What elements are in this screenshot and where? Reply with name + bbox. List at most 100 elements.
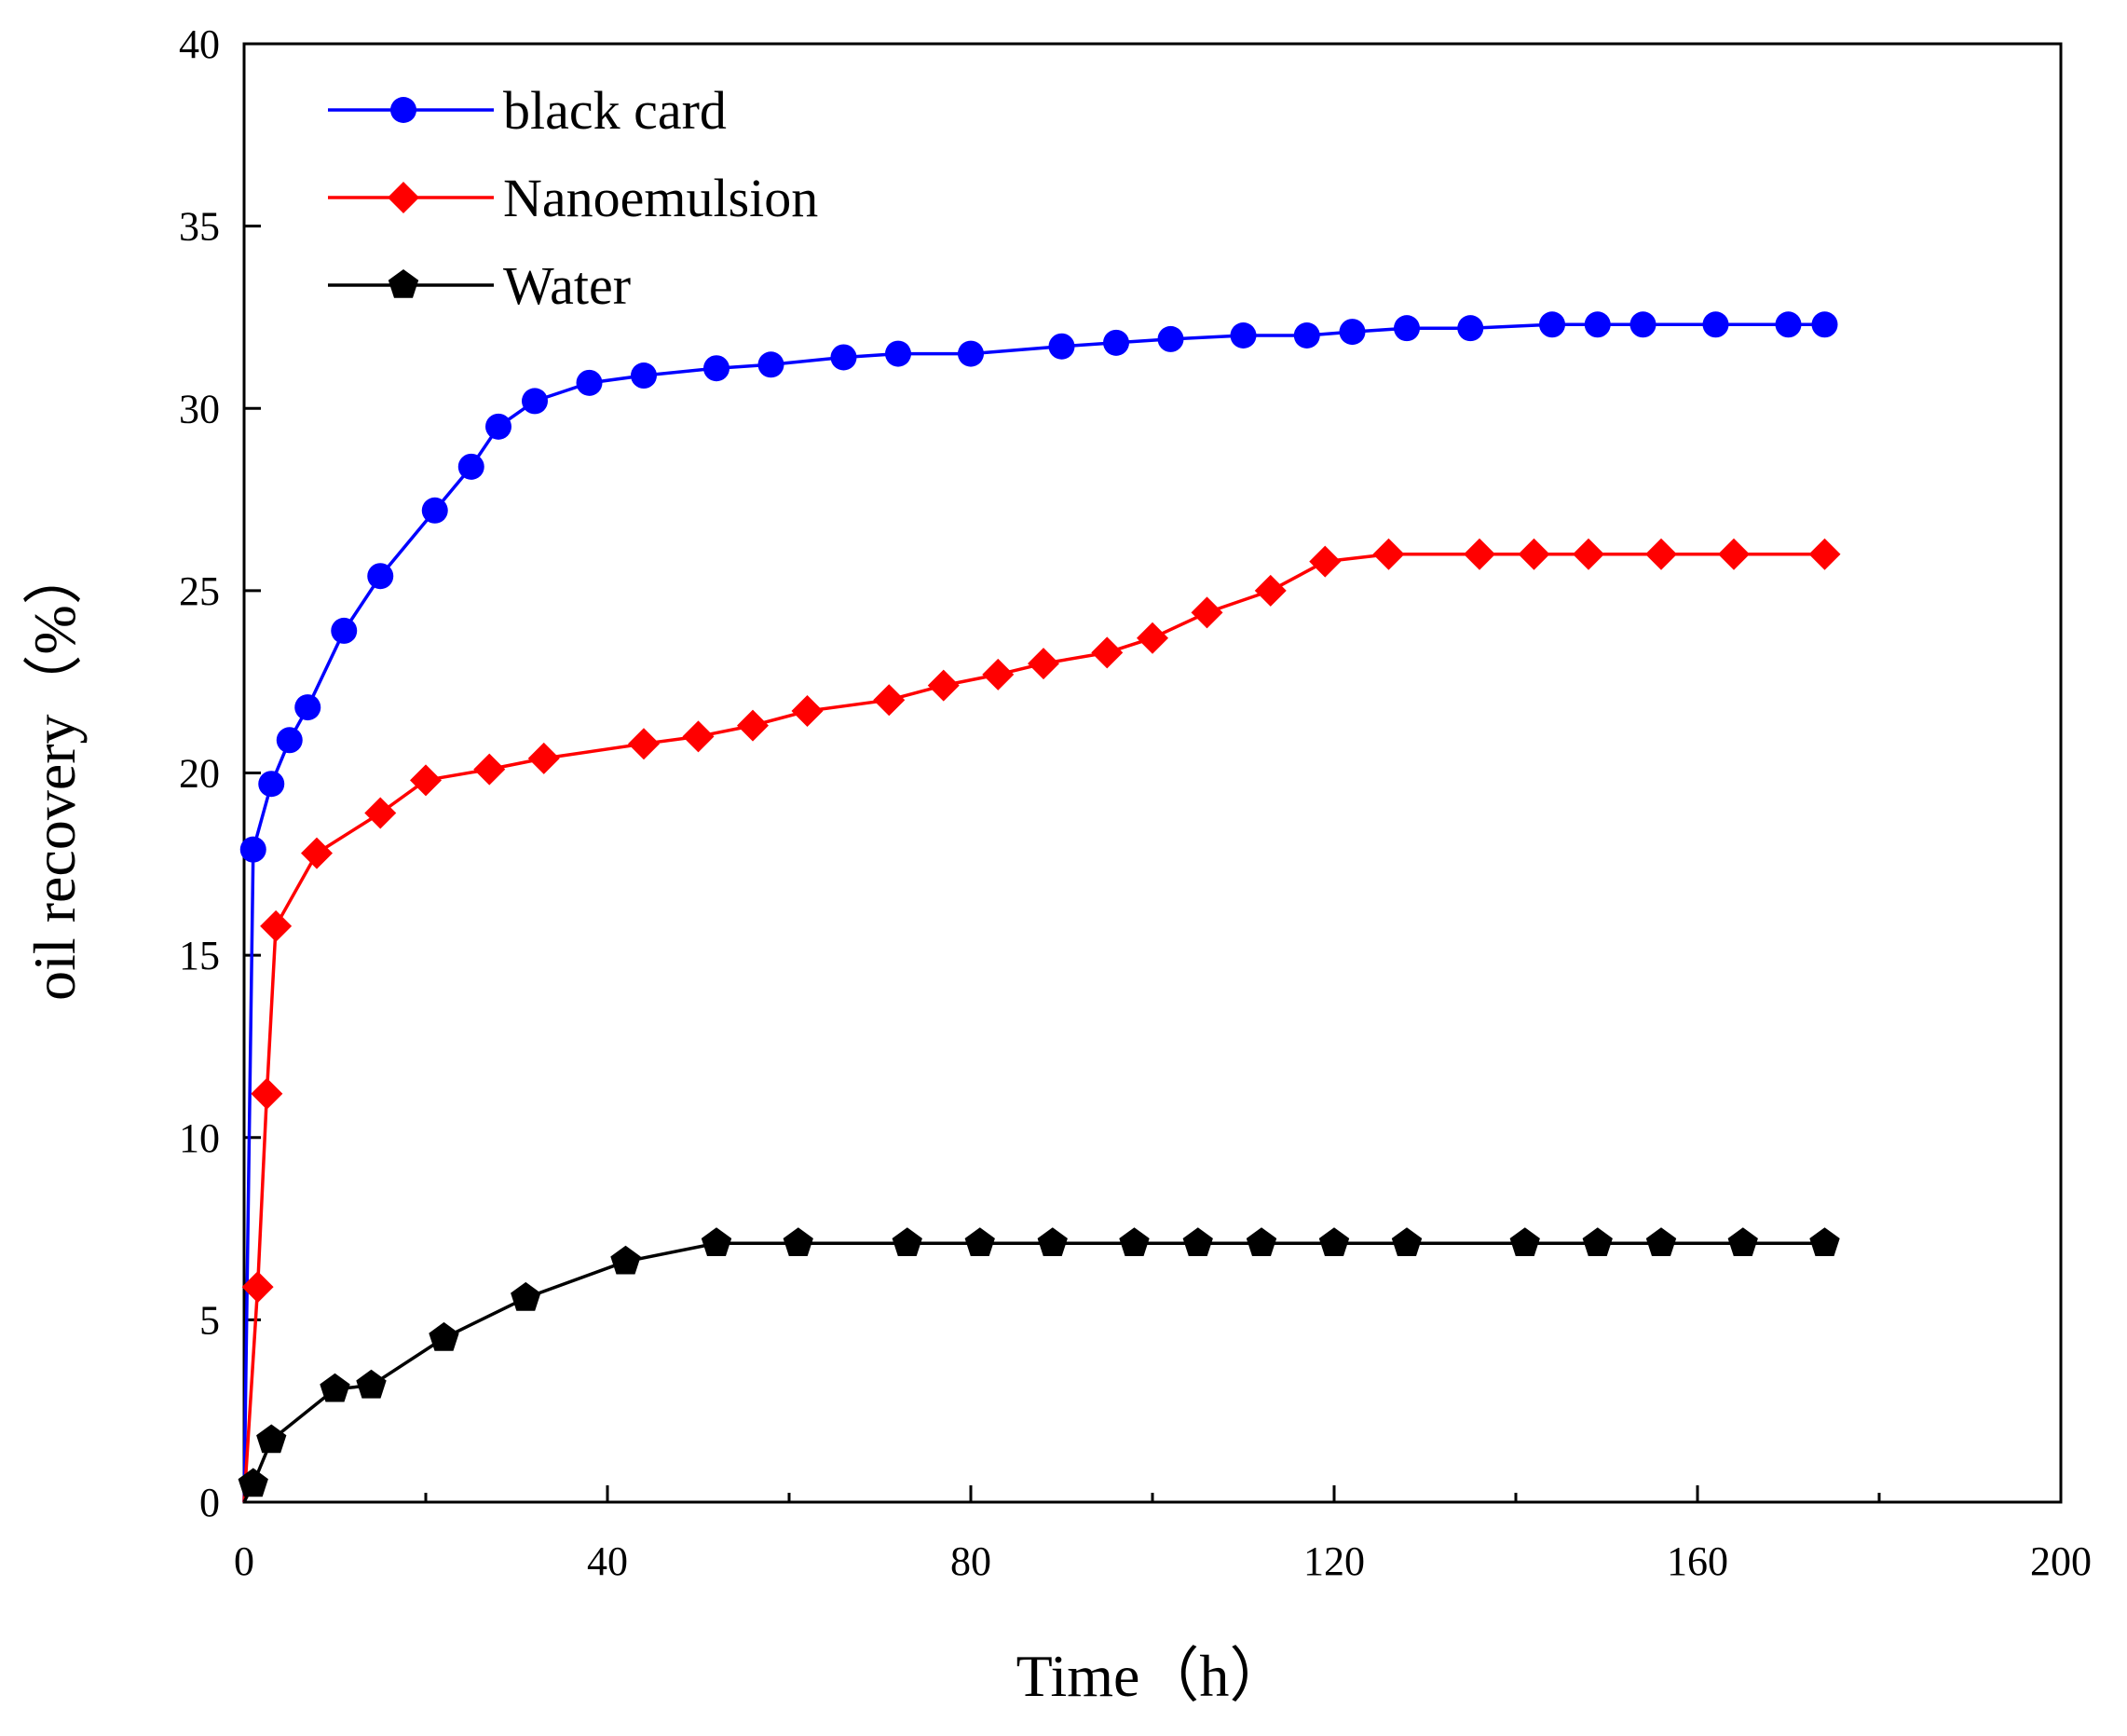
data-point-black-card — [239, 836, 266, 863]
data-point-water — [1182, 1227, 1213, 1256]
data-point-water — [256, 1424, 287, 1454]
data-point-water — [1246, 1227, 1277, 1256]
data-point-black-card — [1293, 322, 1320, 349]
x-tick-label: 160 — [1667, 1538, 1728, 1584]
data-point-black-card — [1539, 311, 1565, 338]
data-point-black-card — [1339, 319, 1366, 346]
data-point-nanoemulsion — [251, 1077, 283, 1110]
data-point-black-card — [830, 344, 857, 371]
data-point-black-card — [1394, 315, 1420, 342]
data-point-water — [1645, 1227, 1677, 1256]
y-tick-label: 30 — [179, 386, 220, 431]
data-point-water — [1509, 1227, 1540, 1256]
data-point-nanoemulsion — [791, 694, 824, 727]
y-tick-label: 35 — [179, 204, 220, 250]
data-point-nanoemulsion — [1091, 636, 1124, 669]
data-point-black-card — [1811, 311, 1838, 338]
data-point-nanoemulsion — [527, 742, 560, 774]
data-point-black-card — [576, 369, 603, 396]
data-point-nanoemulsion — [1137, 622, 1168, 654]
legend-label-nanoemulsion: Nanoemulsion — [503, 168, 818, 228]
data-point-nanoemulsion — [1464, 538, 1495, 570]
x-tick-label: 120 — [1303, 1538, 1365, 1584]
data-point-nanoemulsion — [301, 837, 333, 869]
plot-series — [238, 311, 1841, 1503]
data-point-water — [610, 1245, 641, 1275]
y-tick-label: 40 — [179, 21, 220, 67]
data-point-nanoemulsion — [873, 684, 906, 717]
data-point-nanoemulsion — [364, 797, 397, 829]
data-point-nanoemulsion — [241, 1271, 274, 1304]
data-point-black-card — [1230, 322, 1257, 349]
data-point-black-card — [1584, 311, 1611, 338]
legend-item-nanoemulsion: Nanoemulsion — [328, 168, 818, 228]
data-point-water — [1037, 1227, 1068, 1256]
data-point-nanoemulsion — [927, 669, 960, 702]
axes: 0 5 10 15 20 25 30 35 40 0 40 80 120 160 200 — [179, 21, 2092, 1584]
data-point-black-card — [331, 617, 358, 644]
legend-item-water: Water — [328, 255, 631, 316]
data-point-water — [429, 1321, 459, 1351]
data-point-black-card — [367, 563, 394, 590]
data-point-black-card — [294, 694, 321, 721]
y-tick-label: 20 — [179, 751, 220, 797]
legend-label-black-card: black card — [503, 80, 727, 141]
data-point-water — [964, 1227, 995, 1256]
data-point-nanoemulsion — [628, 728, 660, 760]
series-black-card — [239, 311, 1838, 1503]
data-point-black-card — [1775, 311, 1802, 338]
data-point-black-card — [522, 388, 548, 415]
data-point-water — [511, 1281, 541, 1311]
data-point-black-card — [485, 413, 511, 440]
x-axis-title: Time（h） — [1016, 1643, 1289, 1709]
data-point-water — [1391, 1227, 1423, 1256]
data-point-black-card — [1157, 325, 1184, 352]
data-point-water — [1119, 1227, 1150, 1256]
y-axis-title: oil recovery（%） — [21, 545, 88, 1001]
data-point-nanoemulsion — [737, 709, 769, 742]
data-point-black-card — [276, 727, 303, 754]
legend-item-black-card: black card — [328, 80, 727, 141]
y-tick-label: 5 — [199, 1297, 220, 1343]
data-point-nanoemulsion — [410, 764, 442, 797]
data-point-black-card — [703, 355, 729, 382]
series-nanoemulsion — [241, 538, 1841, 1503]
x-tick-label: 40 — [587, 1538, 628, 1584]
data-point-nanoemulsion — [473, 753, 506, 786]
x-tick-label: 200 — [2030, 1538, 2092, 1584]
data-point-water — [356, 1369, 387, 1399]
data-point-black-card — [258, 771, 285, 798]
data-point-black-card — [958, 340, 984, 367]
data-point-nanoemulsion — [1028, 648, 1059, 680]
data-point-nanoemulsion — [682, 720, 715, 753]
data-point-nanoemulsion — [1808, 538, 1841, 570]
legend-marker-water — [388, 269, 419, 298]
legend-marker-black-card — [390, 97, 416, 123]
data-point-water — [701, 1227, 732, 1256]
data-point-black-card — [631, 362, 657, 390]
data-point-nanoemulsion — [1309, 545, 1342, 578]
data-point-nanoemulsion — [1254, 574, 1287, 607]
data-point-nanoemulsion — [1718, 538, 1750, 570]
data-point-black-card — [421, 497, 448, 524]
data-point-water — [892, 1227, 922, 1256]
data-point-water — [1727, 1227, 1758, 1256]
data-point-nanoemulsion — [982, 658, 1015, 690]
data-point-black-card — [1048, 333, 1075, 360]
data-point-water — [1318, 1227, 1350, 1256]
data-point-water — [783, 1227, 813, 1256]
y-tick-label: 15 — [179, 933, 220, 978]
y-tick-label: 10 — [179, 1115, 220, 1161]
data-point-black-card — [757, 351, 784, 378]
y-tick-label: 25 — [179, 568, 220, 614]
data-point-nanoemulsion — [1372, 538, 1405, 570]
x-tick-label: 80 — [950, 1538, 991, 1584]
data-point-water — [320, 1373, 350, 1402]
data-point-black-card — [457, 453, 484, 480]
data-point-nanoemulsion — [1518, 538, 1550, 570]
data-point-black-card — [885, 340, 911, 367]
series-water — [238, 1227, 1840, 1503]
legend: black card Nanoemulsion Water — [328, 80, 818, 316]
